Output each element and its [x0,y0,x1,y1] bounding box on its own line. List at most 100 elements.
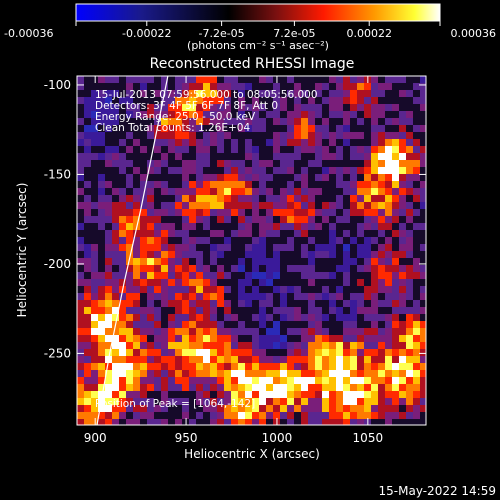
heatmap-cell [329,181,337,189]
heatmap-cell [357,293,365,301]
heatmap-cell [294,230,302,238]
heatmap-cell [336,118,344,126]
heatmap-cell [231,405,239,413]
heatmap-cell [315,202,323,210]
heatmap-cell [210,328,218,336]
heatmap-cell [168,342,176,350]
heatmap-cell [203,279,211,287]
heatmap-cell [322,153,330,161]
heatmap-cell [133,314,141,322]
heatmap-cell [105,363,113,371]
heatmap-cell [182,118,190,126]
heatmap-cell [245,370,253,378]
heatmap-cell [329,321,337,329]
heatmap-cell [224,412,232,420]
heatmap-cell [406,419,414,425]
heatmap-cell [399,398,407,406]
heatmap-cell [196,118,204,126]
heatmap-cell [406,216,414,224]
heatmap-cell [112,104,120,112]
heatmap-cell [203,202,211,210]
heatmap-cell [343,132,351,140]
heatmap-cell [91,356,99,364]
heatmap-cell [385,244,393,252]
heatmap-cell [343,244,351,252]
heatmap-cell [329,279,337,287]
heatmap-cell [315,265,323,273]
heatmap-cell [245,230,253,238]
heatmap-cell [336,342,344,350]
heatmap-cell [315,286,323,294]
heatmap-cell [196,146,204,154]
heatmap-cell [392,83,400,91]
heatmap-cell [98,251,106,259]
heatmap-cell [420,153,426,161]
heatmap-cell [252,104,260,112]
heatmap-cell [301,202,309,210]
heatmap-cell [343,293,351,301]
heatmap-cell [301,174,309,182]
heatmap-cell [133,195,141,203]
heatmap-cell [91,412,99,420]
heatmap-cell [175,223,183,231]
heatmap-cell [336,251,344,259]
heatmap-cell [273,391,281,399]
heatmap-cell [294,90,302,98]
heatmap-cell [252,286,260,294]
heatmap-cell [175,342,183,350]
heatmap-cell [140,370,148,378]
heatmap-cell [329,251,337,259]
heatmap-cell [343,125,351,133]
heatmap-cell [301,146,309,154]
heatmap-cell [210,349,218,357]
heatmap-cell [294,244,302,252]
heatmap-cell [112,195,120,203]
heatmap-cell [91,342,99,350]
heatmap-cell [364,328,372,336]
heatmap-cell [406,314,414,322]
heatmap-cell [392,272,400,280]
heatmap-cell [301,237,309,245]
heatmap-cell [385,328,393,336]
heatmap-cell [343,216,351,224]
heatmap-cell [385,356,393,364]
heatmap-cell [252,132,260,140]
heatmap-cell [203,265,211,273]
heatmap-cell [315,223,323,231]
heatmap-cell [140,244,148,252]
heatmap-cell [301,83,309,91]
heatmap-cell [77,335,85,343]
heatmap-cell [357,265,365,273]
heatmap-cell [126,181,134,189]
heatmap-cell [371,90,379,98]
heatmap-cell [406,181,414,189]
heatmap-cell [266,265,274,273]
heatmap-cell [154,272,162,280]
heatmap-cell [140,153,148,161]
heatmap-cell [420,97,426,105]
heatmap-cell [245,104,253,112]
heatmap-cell [259,139,267,147]
heatmap-cell [329,97,337,105]
heatmap-cell [357,153,365,161]
heatmap-cell [189,321,197,329]
heatmap-cell [420,300,426,308]
heatmap-cell [91,195,99,203]
heatmap-cell [147,342,155,350]
heatmap-cell [378,314,386,322]
heatmap-cell [196,405,204,413]
heatmap-cell [308,83,316,91]
heatmap-cell [343,384,351,392]
heatmap-cell [133,286,141,294]
heatmap-cell [259,188,267,196]
heatmap-cell [77,216,85,224]
heatmap-cell [126,321,134,329]
heatmap-cell [301,391,309,399]
heatmap-cell [399,111,407,119]
heatmap-cell [182,104,190,112]
heatmap-cell [161,167,169,175]
heatmap-cell [119,384,127,392]
heatmap-cell [203,335,211,343]
heatmap-cell [189,363,197,371]
heatmap-cell [77,272,85,280]
